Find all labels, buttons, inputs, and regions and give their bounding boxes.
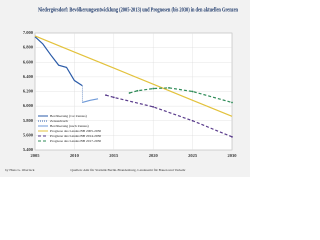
point xyxy=(168,86,170,89)
x-tick-label: 2025 xyxy=(188,153,198,158)
legend-label: Prognose des Landes BB 2014-2030 xyxy=(50,134,101,138)
y-tick-label: 7.000 xyxy=(23,30,34,35)
x-tick-label: 2020 xyxy=(149,153,159,158)
point xyxy=(191,119,194,122)
y-tick-label: 6.800 xyxy=(23,45,34,50)
series-line xyxy=(82,98,99,104)
y-tick-label: 5.800 xyxy=(23,118,34,123)
series-line xyxy=(129,87,233,104)
chart: Niedergörsdorf: Bevölkerungsentwicklung … xyxy=(0,0,250,177)
y-tick-label: 6.400 xyxy=(23,74,34,79)
point xyxy=(105,94,107,97)
point xyxy=(191,90,194,93)
y-tick-label: 6.200 xyxy=(23,89,34,94)
legend-label: Bevölkerung (nach Zensus) xyxy=(50,124,90,128)
series-line xyxy=(34,35,233,117)
footer: Quellen: Amt für Statistik Berlin-Brande… xyxy=(70,168,186,173)
legend-label: Zensusbruch xyxy=(50,119,68,123)
point xyxy=(152,105,155,108)
point xyxy=(152,87,155,90)
y-tick-label: 6.600 xyxy=(23,59,34,64)
point xyxy=(112,96,115,99)
footer: by Hans G. Oberlack xyxy=(5,168,35,172)
series-line xyxy=(34,36,83,87)
point xyxy=(231,135,233,138)
x-tick-label: 2010 xyxy=(70,153,80,158)
y-tick-label: 5.400 xyxy=(23,147,34,152)
legend-label: Prognose des Landes BB 2005-2030 xyxy=(50,129,101,133)
point xyxy=(128,92,131,94)
y-tick-label: 5.600 xyxy=(23,132,34,137)
legend-label: Bevölkerung (vor Zensus) xyxy=(50,114,88,118)
chart-title: Niedergörsdorf: Bevölkerungsentwicklung … xyxy=(38,6,238,13)
x-tick-label: 2005 xyxy=(31,153,41,158)
series-line xyxy=(105,94,233,138)
point xyxy=(231,101,233,104)
x-tick-label: 2030 xyxy=(228,153,238,158)
legend-label: Prognose des Landes BB 2017-2030 xyxy=(50,139,101,143)
x-tick-label: 2015 xyxy=(109,153,119,158)
y-tick-label: 6.000 xyxy=(23,103,34,108)
point xyxy=(136,89,139,92)
